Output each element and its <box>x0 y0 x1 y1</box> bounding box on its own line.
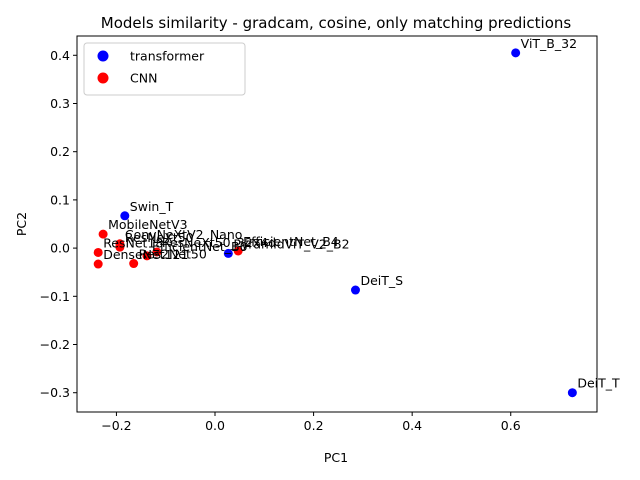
point-label: DenseNet121 <box>103 247 188 262</box>
data-point-transformer <box>511 48 521 58</box>
data-point-transformer <box>350 285 360 295</box>
legend-marker <box>97 50 109 62</box>
data-point-cnn <box>93 247 103 257</box>
point-label: MobileNetV3 <box>108 217 187 232</box>
x-tick-label: 0.6 <box>501 418 521 433</box>
legend-box <box>83 42 246 96</box>
point-label: ResNet18 <box>103 235 163 250</box>
legend-label: CNN <box>130 71 157 86</box>
legend-label: transformer <box>130 49 205 64</box>
y-tick-label: 0.1 <box>50 192 70 207</box>
legend: transformer CNN <box>83 42 246 96</box>
y-tick-label: −0.1 <box>40 289 70 304</box>
data-point-transformer <box>223 248 233 258</box>
data-point-cnn <box>152 247 162 257</box>
point-label: EfficientNet_B0 <box>152 239 248 254</box>
point-label: ResNeXt50 <box>125 230 194 245</box>
point-label: ConvNeXtV2_Nano <box>125 227 243 242</box>
legend-marker <box>97 72 109 84</box>
y-tick-label: −0.3 <box>40 385 70 400</box>
x-tick-label: 0.2 <box>304 418 324 433</box>
y-tick-label: 0.0 <box>50 241 70 256</box>
point-label: ViT_B_32 <box>521 36 577 51</box>
point-label: PyramidViT_V2_B2 <box>233 236 349 251</box>
data-point-transformer <box>567 388 577 398</box>
data-point-cnn <box>142 251 152 261</box>
plot-points: ViT_B_32 DeiT_T DeiT_S Swin_T PyramidViT_V2_… <box>93 36 620 398</box>
point-label: DeiT_T <box>577 376 620 391</box>
data-point-transformer <box>120 211 130 221</box>
y-axis-label: PC2 <box>14 212 29 236</box>
data-point-cnn <box>98 229 108 239</box>
data-point-cnn <box>129 259 139 269</box>
y-tick-label: 0.2 <box>50 144 70 159</box>
plot-frame <box>76 35 598 413</box>
x-tick-label: 0.4 <box>402 418 422 433</box>
x-axis: −0.2 0.0 0.2 0.4 0.6 <box>101 412 521 433</box>
data-point-cnn <box>233 246 243 256</box>
point-label: ResNeXt50_32x4d <box>162 235 276 250</box>
x-tick-label: 0.0 <box>205 418 225 433</box>
data-point-cnn <box>93 259 103 269</box>
point-label: Res2Net50 <box>139 247 207 262</box>
x-tick-label: −0.2 <box>101 418 131 433</box>
y-tick-label: 0.4 <box>50 48 70 63</box>
point-label: Swin_T <box>130 199 174 214</box>
x-axis-label: PC1 <box>324 450 348 465</box>
point-label: DeiT_S <box>360 273 403 288</box>
data-point-cnn <box>115 242 125 252</box>
y-axis: −0.3 −0.2 −0.1 0.0 0.1 0.2 0.3 0.4 <box>40 48 77 400</box>
y-tick-label: 0.3 <box>50 96 70 111</box>
point-label: EfficientNet_B4 <box>243 234 339 249</box>
chart-title: Models similarity - gradcam, cosine, onl… <box>101 14 572 32</box>
y-tick-label: −0.2 <box>40 337 70 352</box>
